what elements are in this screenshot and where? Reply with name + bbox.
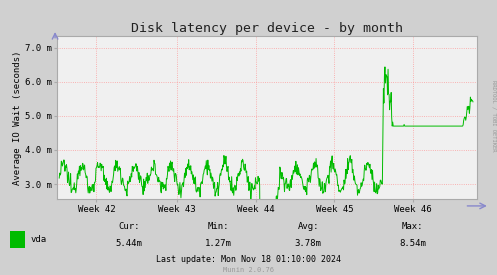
Text: Avg:: Avg: xyxy=(297,222,319,231)
Text: 5.44m: 5.44m xyxy=(116,239,143,248)
Text: Last update: Mon Nov 18 01:10:00 2024: Last update: Mon Nov 18 01:10:00 2024 xyxy=(156,255,341,264)
Text: Min:: Min: xyxy=(208,222,230,231)
Text: Max:: Max: xyxy=(402,222,423,231)
Text: RRDTOOL / TOBI OETIKER: RRDTOOL / TOBI OETIKER xyxy=(491,80,496,151)
Text: Munin 2.0.76: Munin 2.0.76 xyxy=(223,267,274,273)
Text: 8.54m: 8.54m xyxy=(399,239,426,248)
Text: vda: vda xyxy=(31,235,47,244)
Y-axis label: Average IO Wait (seconds): Average IO Wait (seconds) xyxy=(13,50,22,185)
FancyBboxPatch shape xyxy=(10,231,25,248)
Text: Cur:: Cur: xyxy=(118,222,140,231)
Title: Disk latency per device - by month: Disk latency per device - by month xyxy=(131,21,403,35)
Text: 3.78m: 3.78m xyxy=(295,239,322,248)
Text: 1.27m: 1.27m xyxy=(205,239,232,248)
